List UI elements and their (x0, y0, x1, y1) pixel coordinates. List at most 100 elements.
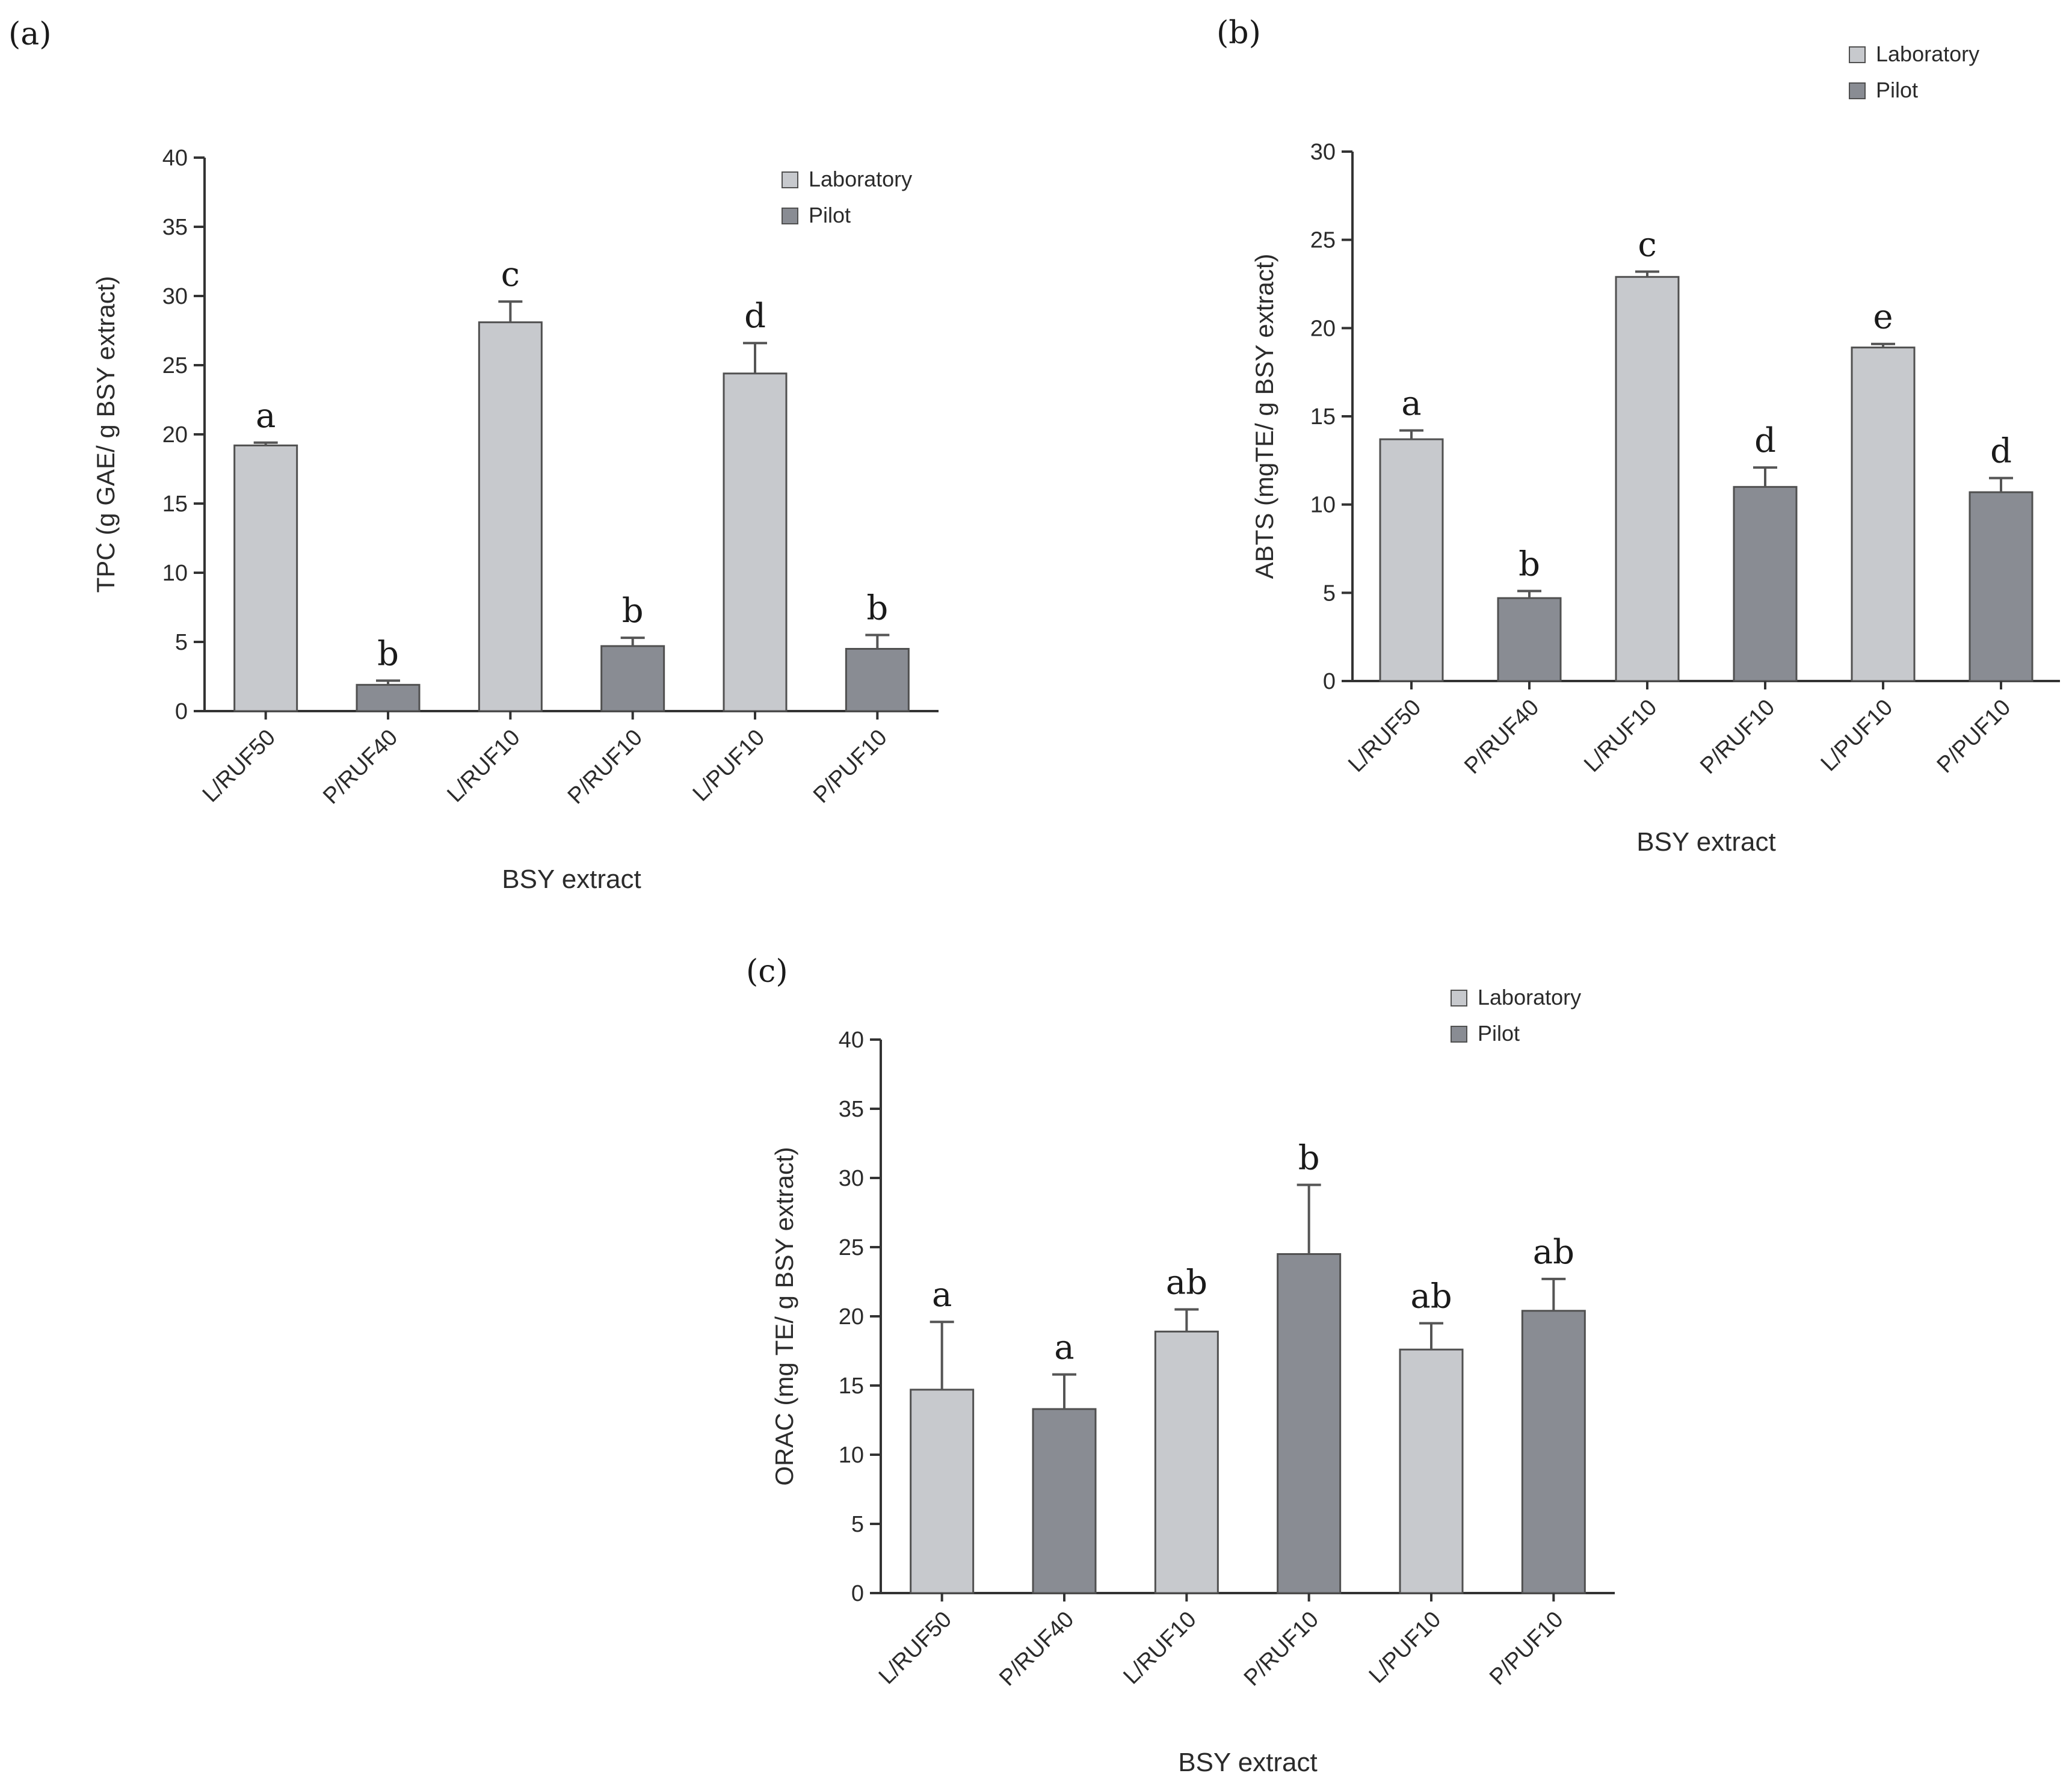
bar-p-ruf10 (1277, 1253, 1342, 1594)
x-tick-label: P/PUF10 (809, 725, 892, 809)
chart-panel-3: (c) 0 5 10 15 20 25 30 35 40 ORAC (mg TE/ g BSY ex… (746, 954, 1615, 1777)
x-tick-label: P/RUF40 (1460, 695, 1544, 779)
y-tick-label: 40 (839, 1028, 864, 1053)
bar-l-ruf50 (910, 1389, 975, 1594)
x-tick-label: P/PUF10 (1485, 1607, 1568, 1691)
bar-l-puf10 (1851, 347, 1916, 682)
x-tick-label: L/RUF50 (198, 725, 280, 807)
bar-l-ruf50 (1379, 438, 1444, 682)
chart-panel-2: (b) 0 5 10 15 20 25 30 ABTS (mgTE/ g BSY extract… (1216, 15, 2060, 857)
panel-label: (a) (8, 16, 52, 52)
y-tick-label: 30 (839, 1166, 864, 1191)
y-tick-label: 20 (162, 422, 188, 448)
legend-label: Laboratory (1876, 42, 1979, 66)
y-tick-label: 35 (839, 1097, 864, 1122)
bar-p-puf10 (845, 648, 910, 712)
x-tick-label: P/RUF40 (994, 1607, 1079, 1691)
bar-p-ruf40 (1497, 597, 1562, 682)
legend-swatch (1451, 1026, 1467, 1043)
legend-swatch (1849, 82, 1866, 99)
x-tick-label: L/PUF10 (1816, 695, 1898, 777)
legend-label: Pilot (809, 203, 851, 227)
y-tick-label: 5 (1323, 581, 1336, 606)
legend: Laboratory Pilot (1451, 985, 1581, 1046)
y-tick-label: 25 (1310, 228, 1336, 253)
bar-l-ruf10 (478, 321, 543, 712)
significance-letter: ab (1410, 1277, 1452, 1316)
legend-swatch (1849, 46, 1866, 63)
y-tick-label: 20 (839, 1304, 864, 1330)
bar-l-puf10 (1399, 1348, 1464, 1594)
x-tick-label: L/RUF10 (1118, 1607, 1201, 1689)
x-tick-label: P/RUF10 (563, 725, 647, 809)
legend-label: Laboratory (1478, 985, 1581, 1010)
bar-l-ruf50 (233, 444, 298, 712)
significance-letter: b (1298, 1139, 1320, 1178)
x-tick-label: L/RUF10 (1579, 695, 1662, 777)
bar-p-ruf10 (1733, 486, 1798, 682)
significance-letter: b (377, 634, 399, 673)
y-tick-label: 5 (851, 1512, 864, 1537)
x-tick-label: L/RUF10 (442, 725, 525, 807)
legend-label: Pilot (1876, 78, 1918, 102)
x-tick-label: P/PUF10 (1932, 695, 2016, 778)
significance-letter: ab (1166, 1263, 1207, 1302)
y-tick-label: 40 (162, 146, 188, 171)
significance-letter: d (1754, 421, 1776, 460)
significance-letter: c (501, 255, 520, 294)
significance-letter: b (1519, 544, 1540, 584)
y-axis-label: ORAC (mg TE/ g BSY extract) (770, 1147, 798, 1485)
legend-swatch (782, 208, 798, 224)
legend: Laboratory Pilot (1849, 42, 1979, 102)
x-tick-label: L/RUF50 (874, 1607, 957, 1689)
y-tick-label: 0 (1323, 669, 1336, 694)
y-axis-label: ABTS (mgTE/ g BSY extract) (1250, 254, 1278, 579)
legend-swatch (1451, 990, 1467, 1007)
y-tick-label: 0 (851, 1581, 864, 1606)
significance-letter: a (1401, 384, 1421, 423)
y-tick-label: 15 (839, 1373, 864, 1399)
y-tick-label: 5 (175, 630, 188, 655)
y-tick-label: 30 (1310, 140, 1336, 165)
y-tick-label: 25 (839, 1235, 864, 1260)
panel-label: (c) (746, 954, 788, 990)
y-tick-label: 10 (1310, 493, 1336, 518)
y-tick-label: 10 (839, 1443, 864, 1468)
significance-letter: d (1990, 432, 2012, 471)
y-tick-label: 0 (175, 699, 188, 724)
significance-letter: ab (1533, 1233, 1574, 1272)
y-tick-label: 30 (162, 284, 188, 309)
significance-letter: b (622, 591, 644, 630)
y-tick-label: 25 (162, 353, 188, 378)
x-tick-label: P/RUF10 (1239, 1607, 1324, 1691)
significance-letter: b (866, 589, 888, 628)
y-tick-label: 20 (1310, 316, 1336, 341)
bar-p-ruf40 (1032, 1408, 1097, 1594)
bar-p-ruf40 (356, 683, 421, 712)
bar-p-puf10 (1521, 1310, 1586, 1594)
significance-letter: a (1054, 1328, 1074, 1367)
x-tick-label: L/PUF10 (688, 725, 770, 807)
legend: Laboratory Pilot (782, 167, 912, 227)
legend-swatch (782, 171, 798, 188)
x-axis-label: BSY extract (502, 865, 641, 894)
significance-letter: a (256, 396, 276, 436)
bar-p-ruf10 (600, 645, 665, 712)
chart-panel-1: (a) 0 5 10 15 20 25 30 35 40 TPC (g GAE/ g BSY ext… (8, 16, 939, 894)
x-tick-label: P/RUF40 (318, 725, 402, 809)
x-tick-label: P/RUF10 (1695, 695, 1780, 779)
x-axis-label: BSY extract (1636, 827, 1776, 857)
bar-l-ruf10 (1154, 1330, 1219, 1594)
bar-l-ruf10 (1615, 276, 1680, 682)
bar-l-puf10 (723, 372, 788, 712)
bar-p-puf10 (1969, 491, 2033, 682)
significance-letter: a (932, 1275, 952, 1315)
panel-label: (b) (1216, 15, 1261, 51)
y-tick-label: 15 (162, 492, 188, 517)
y-tick-label: 15 (1310, 404, 1336, 430)
y-tick-label: 10 (162, 561, 188, 586)
legend-label: Laboratory (809, 167, 912, 191)
significance-letter: e (1873, 298, 1893, 337)
x-tick-label: L/PUF10 (1364, 1607, 1446, 1689)
